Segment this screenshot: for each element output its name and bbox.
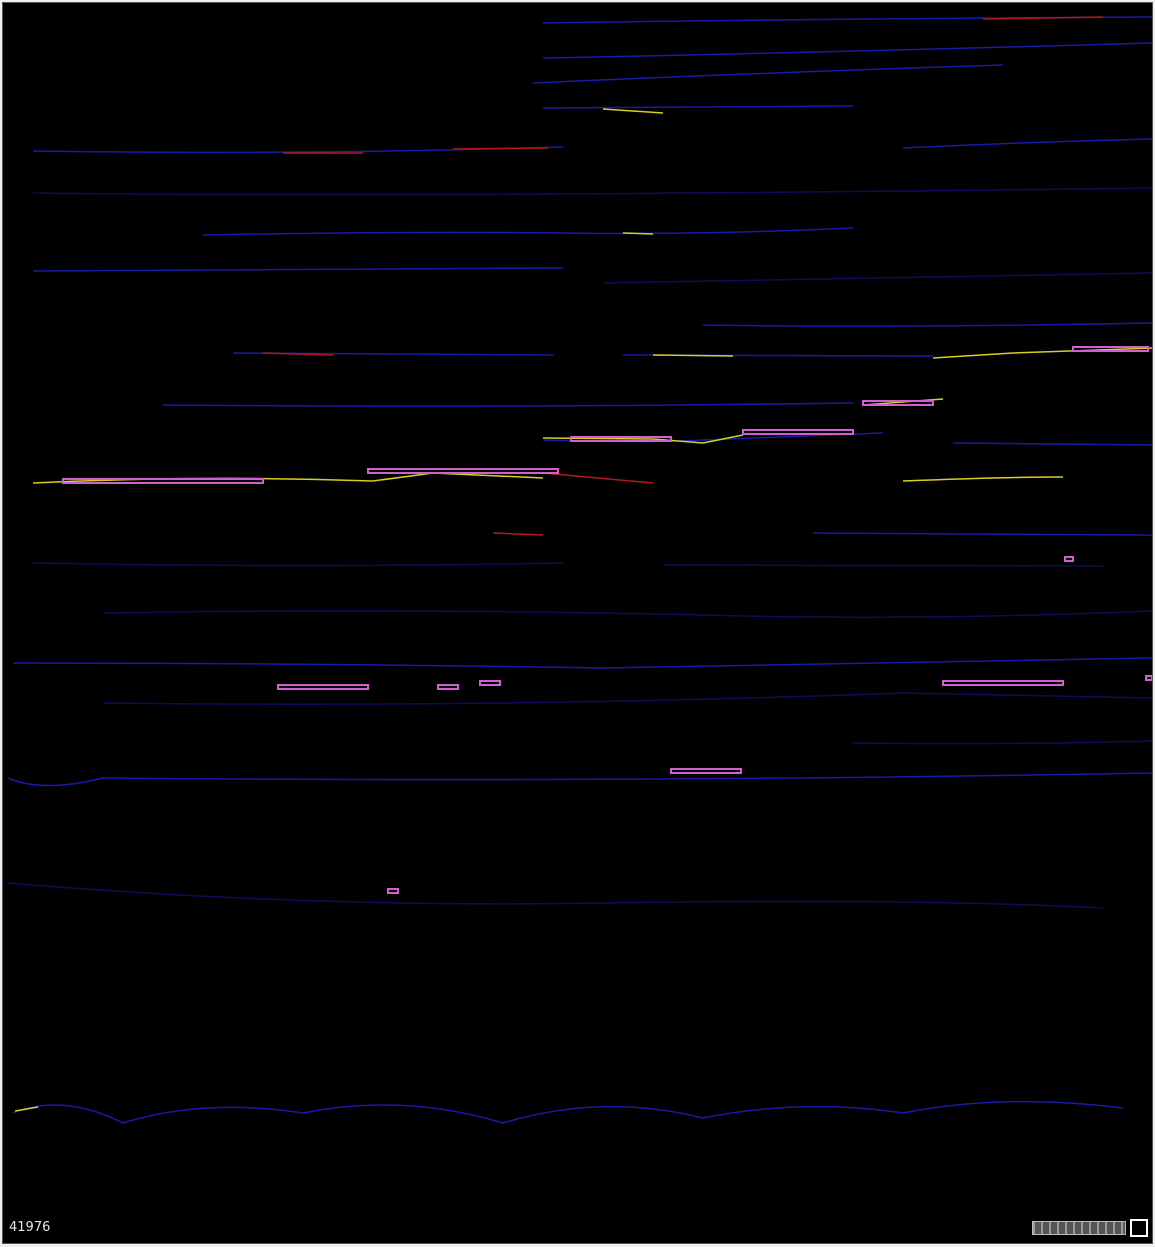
zoom-slider[interactable] <box>1032 1221 1126 1235</box>
spectrogram-view: 41976 <box>2 2 1153 1244</box>
sample-counter: 41976 <box>9 1220 50 1235</box>
toggle-button[interactable] <box>1130 1219 1148 1237</box>
spectrogram <box>3 3 1152 1243</box>
